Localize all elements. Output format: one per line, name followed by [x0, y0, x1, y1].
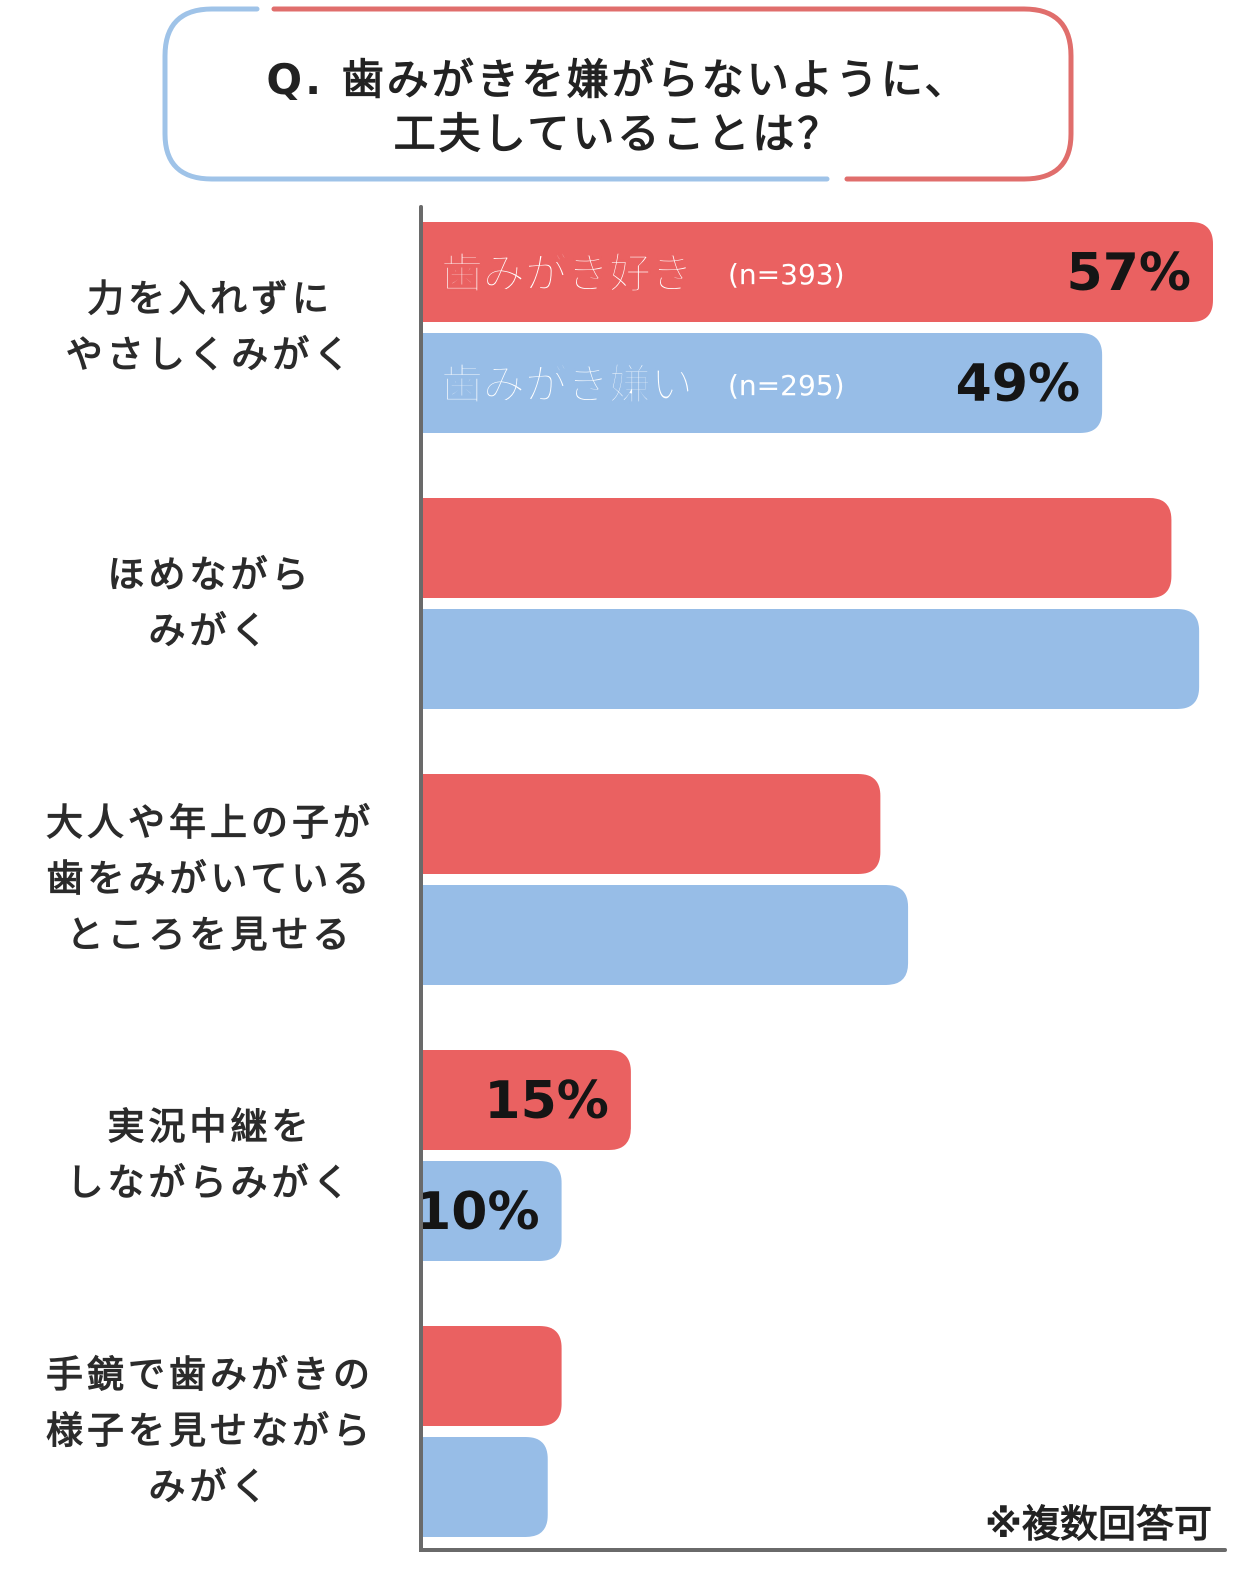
category-label-2-line-2: みがく	[148, 609, 272, 652]
category-label-4-line-2: しながらみがく	[66, 1161, 354, 1204]
category-label-2-line-1: ほめながら	[107, 553, 313, 596]
category-label-1-line-2: やさしくみがく	[65, 333, 355, 376]
bar-like-4	[423, 1050, 631, 1150]
legend-n-like: (n=393)	[728, 258, 845, 291]
legend-n-dislike: (n=295)	[728, 369, 845, 402]
value-label-dislike-1: 49%	[956, 354, 1080, 414]
category-label-5-line-2: 様子を見せながら	[46, 1409, 374, 1452]
bar-like-2	[423, 498, 1172, 598]
title-line-2: 工夫していることは？	[393, 109, 843, 158]
category-label-3-line-2: 歯をみがいている	[46, 857, 374, 900]
value-label-like-4: 15%	[484, 1071, 608, 1131]
bar-dislike-3	[423, 885, 909, 985]
question-title-box: Q. 歯みがきを嫌がらないように、 工夫していることは？	[162, 6, 1074, 182]
legend-dislike: 歯みがき嫌い	[441, 360, 693, 409]
category-label-1-line-1: 力を入れずに	[87, 277, 333, 320]
category-label-3: 大人や年上の子が 歯をみがいている ところを見せる	[20, 795, 400, 963]
category-label-1: 力を入れずに やさしくみがく	[20, 271, 400, 383]
category-label-5-line-3: みがく	[148, 1465, 272, 1508]
bar-dislike-5	[423, 1437, 548, 1537]
bar-like-1	[423, 222, 1213, 322]
bar-dislike-2	[423, 609, 1200, 709]
category-label-5-line-1: 手鏡で歯みがきの	[46, 1353, 374, 1396]
title-frame-blue	[162, 6, 830, 182]
legend-like: 歯みがき好き	[441, 249, 693, 298]
bar-like-3	[423, 774, 881, 874]
multiple-answer-note: ※複数回答可	[985, 1502, 1212, 1546]
title-frame-red	[271, 6, 1074, 182]
value-label-dislike-4: 10%	[415, 1182, 539, 1242]
category-label-5: 手鏡で歯みがきの 様子を見せながら みがく	[20, 1347, 400, 1515]
value-label-like-1: 57%	[1067, 243, 1191, 303]
title-line-1: Q. 歯みがきを嫌がらないように、	[266, 55, 970, 104]
bar-dislike-1	[423, 333, 1103, 433]
category-label-2: ほめながら みがく	[20, 547, 400, 659]
category-label-4: 実況中継をしながらみがく	[20, 1099, 400, 1211]
bar-like-5	[423, 1326, 562, 1426]
chart-axis	[419, 205, 1227, 1552]
bar-dislike-4	[423, 1161, 562, 1261]
category-label-4-line-1: 実況中継を	[107, 1105, 313, 1148]
category-label-3-line-1: 大人や年上の子が	[46, 801, 374, 844]
title-box-frame	[162, 6, 1074, 182]
category-label-3-line-3: ところを見せる	[66, 913, 354, 956]
